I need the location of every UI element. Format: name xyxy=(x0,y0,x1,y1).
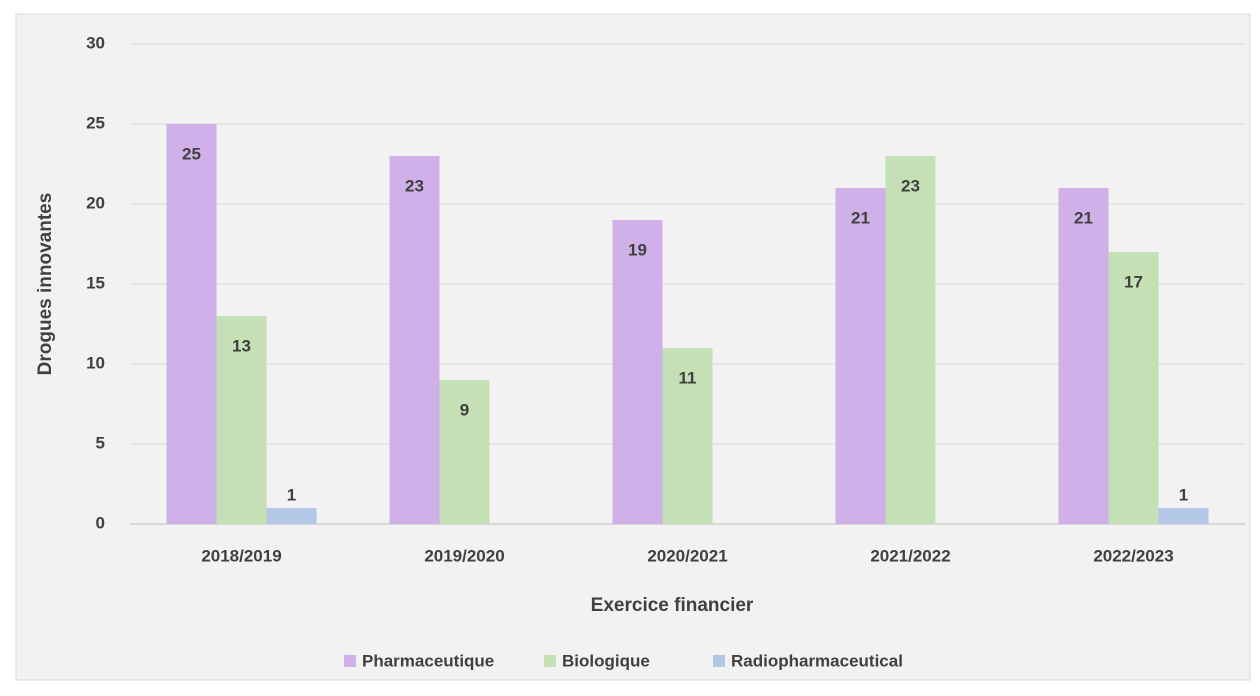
y-tick-label: 10 xyxy=(86,353,105,372)
legend-label: Radiopharmaceutical xyxy=(731,651,903,670)
bar xyxy=(1058,188,1109,524)
x-tick-label: 2021/2022 xyxy=(870,546,950,565)
data-label: 25 xyxy=(182,144,201,163)
data-label: 11 xyxy=(679,368,697,387)
bar xyxy=(216,316,267,524)
x-axis-title: Exercice financier xyxy=(591,595,754,616)
data-label: 23 xyxy=(405,176,424,195)
bar xyxy=(885,156,936,524)
data-label: 13 xyxy=(232,336,251,355)
data-label: 1 xyxy=(287,485,296,504)
y-tick-label: 0 xyxy=(96,513,105,532)
legend-label: Pharmaceutique xyxy=(362,651,494,670)
data-label: 1 xyxy=(1179,485,1188,504)
bar xyxy=(662,348,713,524)
x-tick-label: 2019/2020 xyxy=(424,546,504,565)
data-label: 9 xyxy=(460,400,469,419)
y-axis-title: Drogues innovantes xyxy=(35,193,56,376)
y-tick-label: 30 xyxy=(86,33,105,52)
data-label: 17 xyxy=(1124,272,1143,291)
bar xyxy=(439,380,490,524)
bar xyxy=(266,508,317,524)
data-label: 21 xyxy=(1074,208,1093,227)
legend-swatch xyxy=(713,655,725,667)
data-label: 19 xyxy=(628,240,647,259)
bar xyxy=(612,220,663,524)
data-label: 23 xyxy=(901,176,920,195)
y-tick-label: 15 xyxy=(86,273,105,292)
data-label: 21 xyxy=(851,208,870,227)
bar xyxy=(166,124,217,524)
legend-swatch xyxy=(544,655,556,667)
legend-swatch xyxy=(344,655,356,667)
x-tick-label: 2018/2019 xyxy=(201,546,281,565)
y-tick-label: 5 xyxy=(96,433,105,452)
x-tick-label: 2020/2021 xyxy=(647,546,727,565)
bar xyxy=(1108,252,1159,524)
y-tick-label: 20 xyxy=(86,193,105,212)
y-tick-label: 25 xyxy=(86,113,105,132)
legend-label: Biologique xyxy=(562,651,650,670)
bar xyxy=(389,156,440,524)
x-tick-label: 2022/2023 xyxy=(1093,546,1173,565)
bar xyxy=(835,188,886,524)
bar xyxy=(1158,508,1209,524)
